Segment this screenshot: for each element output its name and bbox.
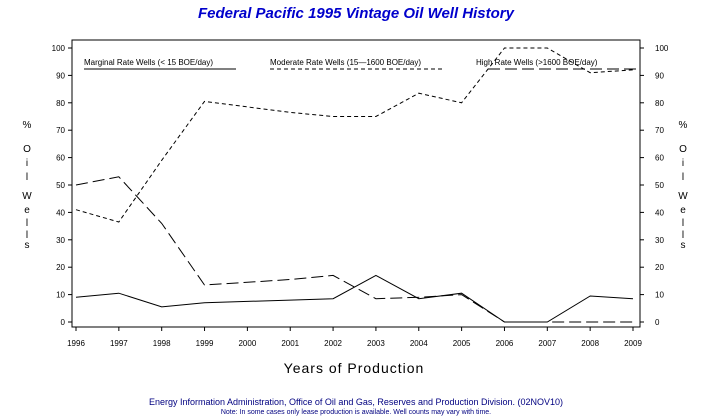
y-tick-label-left: 50 <box>56 181 65 190</box>
y-axis-label-char: O <box>23 144 31 155</box>
y-tick-label-left: 10 <box>56 291 65 300</box>
left-axis: 0 10 20 30 40 50 60 70 80 90 100 <box>52 44 72 327</box>
y-axis-label-char: i <box>682 158 684 169</box>
right-axis: 0 10 20 30 40 50 60 70 80 90 100 <box>640 44 669 327</box>
y-axis-label-char: s <box>25 240 30 251</box>
y-tick-label-right: 60 <box>655 154 664 163</box>
y-tick-label-right: 10 <box>655 291 664 300</box>
x-tick-label: 2003 <box>367 339 385 348</box>
y-tick-label-right: 50 <box>655 181 664 190</box>
plot-frame <box>71 39 641 328</box>
y-tick-label-left: 90 <box>56 71 65 80</box>
bottom-axis: 1996 1997 1998 1999 2000 2001 2002 2003 2004 2005… <box>67 327 642 348</box>
y-tick-label-right: 30 <box>655 236 664 245</box>
y-tick-label-left: 80 <box>56 99 65 108</box>
y-axis-label-char: W <box>22 191 32 202</box>
y-tick-label-left: 20 <box>56 263 65 272</box>
x-axis-label: Years of Production <box>284 360 425 376</box>
x-tick-label: 2004 <box>410 339 428 348</box>
y-axis-label-char: l <box>26 230 28 241</box>
chart-title: Federal Pacific 1995 Vintage Oil Well Hi… <box>198 5 515 22</box>
y-tick-label-right: 40 <box>655 208 664 217</box>
x-tick-label: 2008 <box>581 339 599 348</box>
x-tick-label: 2007 <box>538 339 556 348</box>
y-tick-label-left: 100 <box>52 44 66 53</box>
legend: Marginal Rate Wells (< 15 BOE/day) Modera… <box>84 58 636 70</box>
y-tick-label-right: 70 <box>655 126 664 135</box>
y-tick-label-right: 100 <box>655 44 669 53</box>
x-tick-label: 2005 <box>453 339 471 348</box>
x-tick-label: 2009 <box>624 339 642 348</box>
y-tick-label-right: 80 <box>655 99 664 108</box>
x-tick-label: 1998 <box>153 339 171 348</box>
y-axis-label-char: l <box>682 172 684 183</box>
y-tick-label-left: 60 <box>56 154 65 163</box>
footer-source: Energy Information Administration, Offic… <box>149 397 563 407</box>
x-tick-label: 1999 <box>196 339 214 348</box>
series-line-long-dash <box>75 176 633 323</box>
y-tick-label-right: 90 <box>655 71 664 80</box>
x-tick-label: 1997 <box>110 339 128 348</box>
y-tick-label-left: 0 <box>61 318 66 327</box>
legend-label: High Rate Wells (>1600 BOE/day) <box>476 58 598 67</box>
y-axis-label-char: % <box>23 120 32 131</box>
y-axis-label-char: l <box>26 218 28 229</box>
y-tick-label-right: 20 <box>655 263 664 272</box>
legend-label: Marginal Rate Wells (< 15 BOE/day) <box>84 58 213 67</box>
x-tick-label: 2006 <box>496 339 514 348</box>
y-tick-label-left: 70 <box>56 126 65 135</box>
y-axis-label-char: s <box>681 240 686 251</box>
series-line-short-dash <box>75 47 634 223</box>
y-tick-label-left: 30 <box>56 236 65 245</box>
y-axis-label-char: l <box>26 172 28 183</box>
y-tick-label-right: 0 <box>655 318 660 327</box>
y-axis-label-char: W <box>678 191 688 202</box>
y-axis-label-char: e <box>24 205 30 216</box>
legend-label: Moderate Rate Wells (15—1600 BOE/day) <box>270 58 421 67</box>
y-tick-label-left: 40 <box>56 208 65 217</box>
x-tick-label: 2002 <box>324 339 342 348</box>
x-tick-label: 1996 <box>67 339 85 348</box>
y-axis-label-char: % <box>679 120 688 131</box>
x-tick-label: 2000 <box>238 339 256 348</box>
footer-note: Note: In some cases only lease productio… <box>221 409 491 416</box>
y-axis-label-char: l <box>682 230 684 241</box>
y-axis-label-char: e <box>680 205 686 216</box>
series-line-solid <box>75 274 634 323</box>
y-axis-label-char: i <box>26 158 28 169</box>
x-tick-label: 2001 <box>281 339 299 348</box>
y-axis-label-char: O <box>679 144 687 155</box>
series-layer <box>75 47 634 323</box>
y-axis-label-char: l <box>682 218 684 229</box>
